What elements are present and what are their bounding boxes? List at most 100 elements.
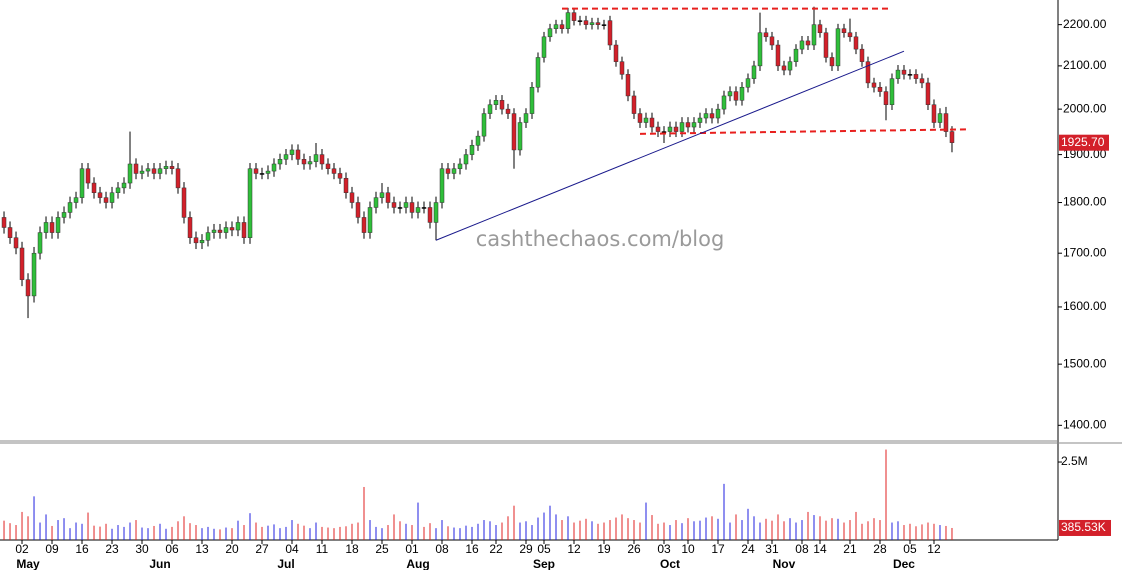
candle-body [97, 192, 103, 198]
candle-body [61, 212, 67, 218]
candle-body [271, 163, 277, 172]
candle-body [403, 202, 409, 208]
candle-body [949, 131, 955, 143]
month-label: Jun [149, 557, 170, 570]
candle-body [673, 126, 679, 132]
candle-body [253, 168, 259, 174]
candle-body [661, 131, 667, 133]
candle-body [109, 192, 115, 203]
candle-body [433, 202, 439, 223]
candle-body [883, 91, 889, 105]
candle-body [283, 154, 289, 160]
y-tick-label: 2000.00 [1063, 101, 1107, 115]
candle-body [505, 108, 511, 114]
candle-body [475, 135, 481, 146]
candle-body [115, 187, 121, 193]
candle-body [847, 32, 853, 38]
candle-body [763, 32, 769, 38]
candle-body [679, 122, 685, 132]
candle-body [331, 168, 337, 174]
candle-body [799, 40, 805, 50]
candle-body [865, 61, 871, 84]
x-tick-label: 14 [813, 542, 827, 556]
candle-body [37, 232, 43, 254]
month-label: Dec [893, 557, 915, 570]
candle-body [751, 65, 757, 79]
candle-body [337, 173, 343, 179]
candle-body [217, 229, 223, 233]
x-tick-label: 20 [225, 542, 239, 556]
candle-body [637, 113, 643, 123]
candle-body [379, 192, 385, 198]
candle-body [559, 24, 565, 29]
candle-body [625, 74, 631, 97]
candle-body [529, 86, 535, 114]
candle-body [79, 168, 85, 198]
x-tick-label: 21 [843, 542, 857, 556]
candle-body [91, 182, 97, 193]
candle-body [223, 227, 229, 233]
candle-body [595, 22, 601, 25]
last-volume-box [1059, 519, 1111, 536]
candle-body [343, 177, 349, 193]
candle-body [775, 44, 781, 67]
candle-body [481, 113, 487, 137]
candle-body [181, 187, 187, 218]
candle-body [571, 12, 577, 21]
candle-body [709, 113, 715, 119]
x-tick-label: 08 [435, 542, 449, 556]
candle-body [691, 122, 697, 128]
candle-body [349, 192, 355, 203]
candle-body [901, 69, 907, 75]
x-tick-label: 23 [105, 542, 119, 556]
candle-body [469, 145, 475, 155]
candle-body [277, 159, 283, 165]
candle-body [229, 227, 235, 231]
x-tick-label: 28 [873, 542, 887, 556]
candle-body [19, 247, 25, 280]
candle-body [463, 154, 469, 165]
candle-body [493, 100, 499, 105]
candle-body [169, 166, 175, 169]
candle-body [247, 168, 253, 238]
candle-body [889, 78, 895, 105]
x-tick-label: 16 [75, 542, 89, 556]
candle-body [13, 237, 19, 249]
candle-body [373, 197, 379, 208]
x-tick-label: 26 [627, 542, 641, 556]
x-tick-label: 06 [165, 542, 179, 556]
candle-body [145, 168, 151, 172]
candle-body [745, 78, 751, 88]
candle-body [727, 91, 733, 97]
candle-body [487, 104, 493, 114]
last-price-label: 1925.70 [1061, 135, 1105, 149]
candle-body [409, 202, 415, 213]
candle-body [265, 170, 271, 174]
candle-body [811, 24, 817, 46]
candle-body [421, 207, 427, 209]
candle-body [877, 86, 883, 92]
candle-body [49, 222, 55, 233]
last-volume-label: 385.53K [1061, 520, 1106, 534]
x-tick-label: 05 [903, 542, 917, 556]
candle-body [361, 217, 367, 233]
candle-body [655, 126, 661, 132]
candle-body [427, 207, 433, 223]
x-tick-label: 24 [741, 542, 755, 556]
candle-body [919, 78, 925, 84]
trend-line [639, 128, 970, 135]
watermark: cashthechaos.com/blog [476, 227, 725, 251]
candle-body [601, 24, 607, 26]
month-label: Sep [533, 557, 555, 570]
candle-body [319, 154, 325, 165]
x-tick-label: 19 [597, 542, 611, 556]
candle-body [367, 207, 373, 233]
candle-body [67, 202, 73, 213]
candle-body [31, 252, 37, 297]
x-tick-label: 13 [195, 542, 209, 556]
candle-body [643, 117, 649, 123]
candle-body [301, 159, 307, 165]
candle-body [943, 113, 949, 132]
x-tick-label: 29 [519, 542, 533, 556]
